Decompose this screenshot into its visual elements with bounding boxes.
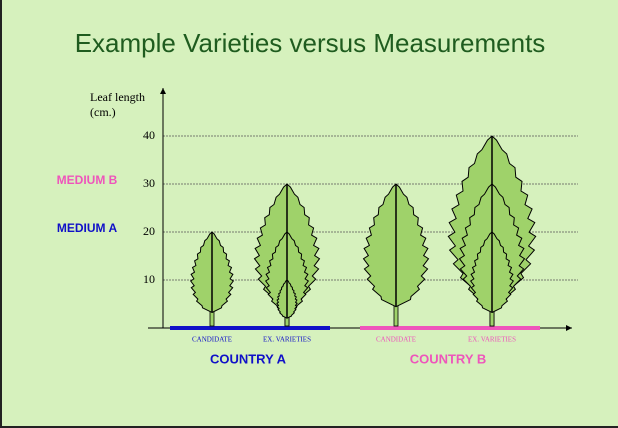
x-tick-label: EX. VARIETIES bbox=[263, 336, 311, 344]
y-tick-label: 10 bbox=[143, 272, 155, 286]
y-tick-label: 30 bbox=[143, 176, 155, 190]
slide: Example Varieties versus Measurements Le… bbox=[0, 0, 618, 428]
annotation: MEDIUM A bbox=[57, 221, 118, 235]
group-label: COUNTRY B bbox=[410, 351, 487, 366]
y-axis-label: Leaf length bbox=[90, 90, 145, 104]
x-tick-label: EX. VARIETIES bbox=[468, 336, 516, 344]
chart-title: Example Varieties versus Measurements bbox=[75, 28, 546, 58]
x-tick-label: CANDIDATE bbox=[192, 336, 232, 344]
country-bar bbox=[170, 326, 330, 330]
country-bar bbox=[360, 326, 540, 330]
annotation: MEDIUM B bbox=[57, 173, 118, 187]
group-label: COUNTRY A bbox=[210, 351, 287, 366]
y-tick-label: 40 bbox=[143, 128, 155, 142]
y-tick-label: 20 bbox=[143, 224, 155, 238]
x-tick-label: CANDIDATE bbox=[376, 336, 416, 344]
y-axis-label: (cm.) bbox=[90, 105, 116, 119]
